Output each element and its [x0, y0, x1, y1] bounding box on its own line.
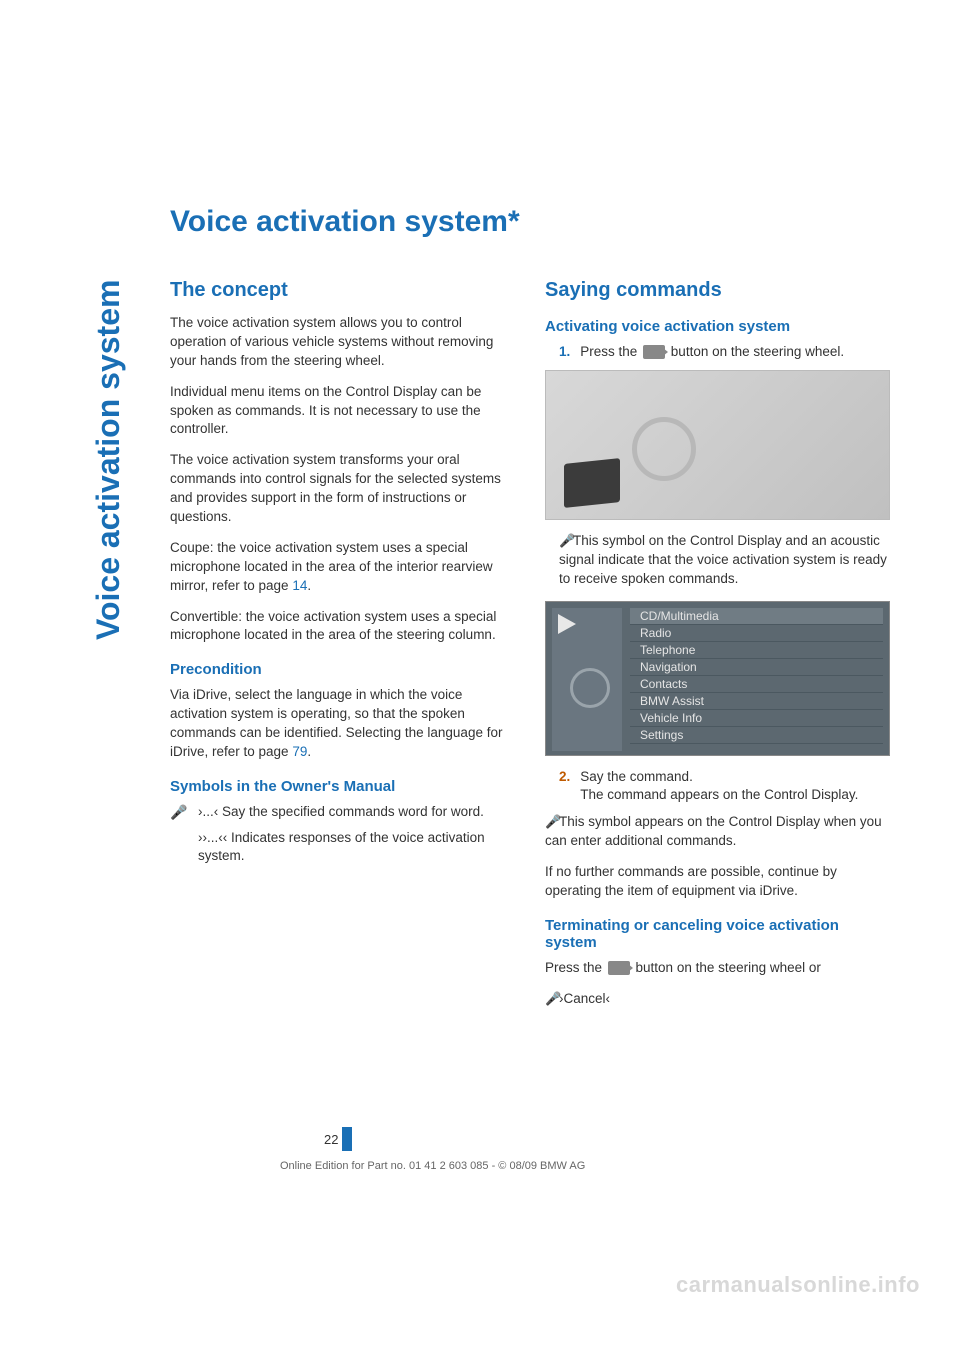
menu-list: CD/Multimedia Radio Telephone Navigation… [630, 608, 883, 744]
symbol-mark: ››...‹‹ [198, 830, 227, 845]
step-text: Press the button on the steering wheel. [580, 343, 844, 362]
page-title: Voice activation system* [170, 205, 890, 239]
voice-button-icon [643, 345, 665, 359]
menu-dial [552, 608, 622, 751]
paragraph: Coupe: the voice activation system uses … [170, 539, 515, 596]
left-column: The concept The voice activation system … [170, 279, 515, 1021]
text: button on the steering wheel. [667, 344, 844, 359]
text: Press the [580, 344, 641, 359]
cancel-command: 🎤›Cancel‹ [545, 990, 890, 1009]
paragraph: The voice activation system allows you t… [170, 314, 515, 371]
sidebar-title: Voice activation system [90, 280, 127, 640]
text: This symbol appears on the Control Displ… [545, 814, 882, 848]
step-2: 2. Say the command. The command appears … [545, 768, 890, 806]
step-text: Say the command. The command appears on … [580, 768, 858, 806]
step-number: 2. [559, 768, 570, 806]
text: Via iDrive, select the language in which… [170, 687, 502, 759]
paragraph: The voice activation system transforms y… [170, 451, 515, 527]
dashboard-illustration [545, 370, 890, 520]
saying-heading: Saying commands [545, 279, 890, 302]
symbol-desc: Say the specified commands word for word… [222, 804, 484, 819]
page-ref-link[interactable]: 14 [292, 578, 307, 593]
text: Say the command. [580, 769, 693, 784]
text: This symbol on the Control Display and a… [559, 533, 887, 586]
text: . [307, 578, 311, 593]
footer-text: Online Edition for Part no. 01 41 2 603 … [280, 1160, 585, 1172]
blank-icon [170, 829, 190, 867]
precondition-heading: Precondition [170, 661, 515, 678]
text: button on the steering wheel or [632, 960, 821, 975]
voice-button-icon [608, 961, 630, 975]
menu-item: BMW Assist [630, 693, 883, 710]
mic-icon: 🎤 [170, 803, 190, 823]
paragraph: 🎤This symbol appears on the Control Disp… [545, 813, 890, 851]
title-text: Voice activation system [170, 205, 508, 238]
menu-item: Vehicle Info [630, 710, 883, 727]
step-1: 1. Press the button on the steering whee… [545, 343, 890, 362]
watermark: carmanualsonline.info [676, 1272, 920, 1298]
menu-item: Radio [630, 625, 883, 642]
paragraph: Convertible: the voice activation system… [170, 608, 515, 646]
text: . [307, 744, 311, 759]
symbol-text: ›...‹ Say the specified commands word fo… [198, 803, 515, 823]
menu-item: Contacts [630, 676, 883, 693]
menu-item: CD/Multimedia [630, 608, 883, 625]
step-number: 1. [559, 343, 570, 362]
page-number: 22 [324, 1132, 338, 1147]
mic-icon: 🎤 [545, 990, 559, 1008]
activating-heading: Activating voice activation system [545, 318, 890, 335]
menu-screenshot: CD/Multimedia Radio Telephone Navigation… [545, 601, 890, 756]
text: Press the [545, 960, 606, 975]
paragraph: Press the button on the steering wheel o… [545, 959, 890, 978]
indicator-paragraph: 🎤This symbol on the Control Display and … [545, 532, 890, 589]
paragraph: Via iDrive, select the language in which… [170, 686, 515, 762]
text: ›Cancel‹ [559, 991, 610, 1006]
page-content: Voice activation system* The concept The… [170, 205, 890, 1021]
symbol-desc: Indicates responses of the voice activat… [198, 830, 485, 864]
concept-heading: The concept [170, 279, 515, 302]
right-column: Saying commands Activating voice activat… [545, 279, 890, 1021]
text: Coupe: the voice activation system uses … [170, 540, 493, 593]
symbol-text: ››...‹‹ Indicates responses of the voice… [198, 829, 515, 867]
page-tab [342, 1127, 352, 1151]
columns: The concept The voice activation system … [170, 279, 890, 1021]
page-ref-link[interactable]: 79 [292, 744, 307, 759]
symbol-definition: ››...‹‹ Indicates responses of the voice… [170, 829, 515, 867]
symbol-definition: 🎤 ›...‹ Say the specified commands word … [170, 803, 515, 823]
mic-icon: 🎤 [545, 813, 559, 831]
title-star: * [508, 205, 520, 238]
text: The command appears on the Control Displ… [580, 787, 858, 802]
paragraph: If no further commands are possible, con… [545, 863, 890, 901]
paragraph: Individual menu items on the Control Dis… [170, 383, 515, 440]
menu-item: Navigation [630, 659, 883, 676]
menu-item: Settings [630, 727, 883, 744]
mic-icon: 🎤 [559, 532, 573, 550]
symbols-heading: Symbols in the Owner's Manual [170, 778, 515, 795]
menu-item: Telephone [630, 642, 883, 659]
terminating-heading: Terminating or canceling voice activatio… [545, 917, 890, 951]
symbol-mark: ›...‹ [198, 804, 218, 819]
